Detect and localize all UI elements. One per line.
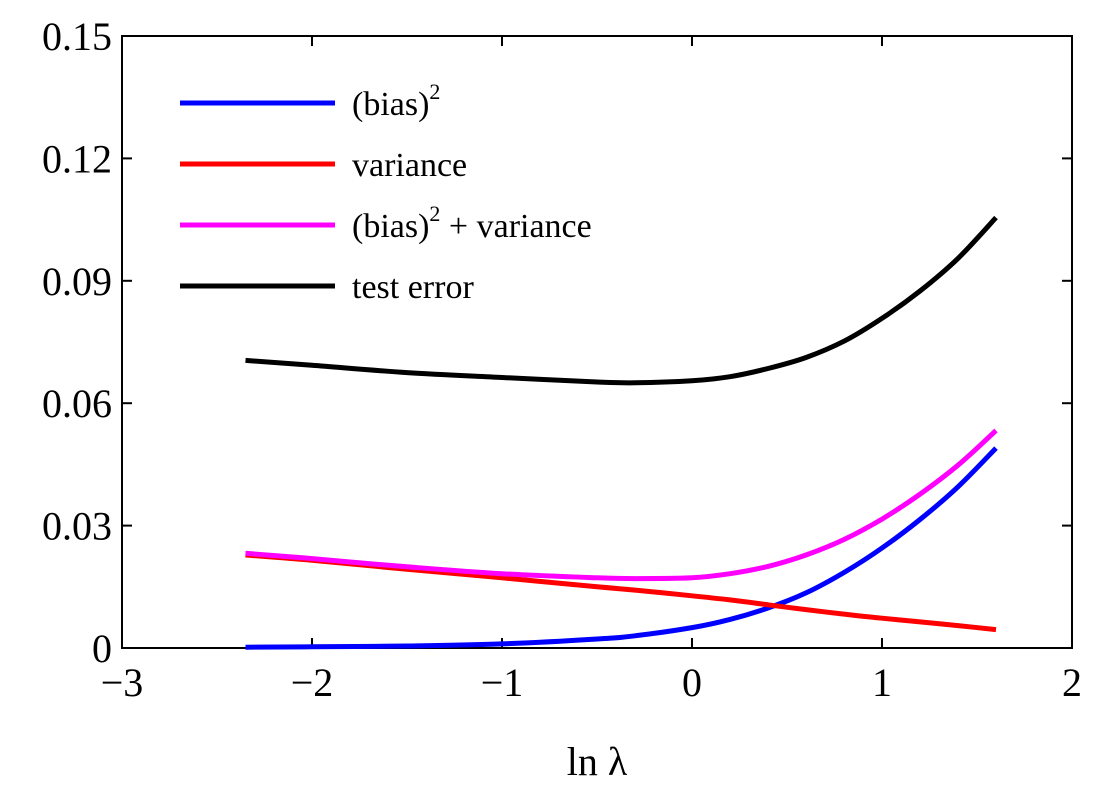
y-tick-label: 0.09	[42, 259, 112, 304]
series-line-2	[245, 428, 998, 582]
x-axis-title: ln λ	[567, 739, 628, 784]
plot-frame	[121, 35, 1073, 649]
legend-label-0: (bias)2	[352, 79, 440, 123]
x-tick-label: 0	[682, 660, 702, 705]
x-tick-label: 1	[872, 660, 892, 705]
plot-border	[121, 35, 1073, 649]
legend-label-1: variance	[352, 147, 467, 184]
x-tick-label: −1	[481, 660, 524, 705]
y-tick-label: 0.15	[42, 14, 112, 59]
series-line-0	[245, 446, 998, 650]
y-tick-label: 0	[92, 626, 112, 671]
series-layer	[245, 215, 998, 650]
x-tick-label: −3	[101, 660, 144, 705]
x-tick-label: −2	[291, 660, 334, 705]
legend: (bias)2 variance (bias)2 + variance test er…	[180, 79, 592, 306]
series-line-3	[245, 215, 998, 386]
y-tick-label: 0.12	[42, 136, 112, 181]
series-line-1	[245, 552, 997, 633]
legend-label-2: (bias)2 + variance	[352, 201, 592, 245]
y-tick-label: 0.06	[42, 381, 112, 426]
x-tick-label: 2	[1062, 660, 1082, 705]
x-axis: −3 −2 −1 0 1 2	[101, 36, 1082, 705]
y-axis: 0 0.03 0.06 0.09 0.12 0.15	[42, 14, 1072, 671]
y-tick-label: 0.03	[42, 504, 112, 549]
legend-label-3: test error	[352, 269, 474, 306]
